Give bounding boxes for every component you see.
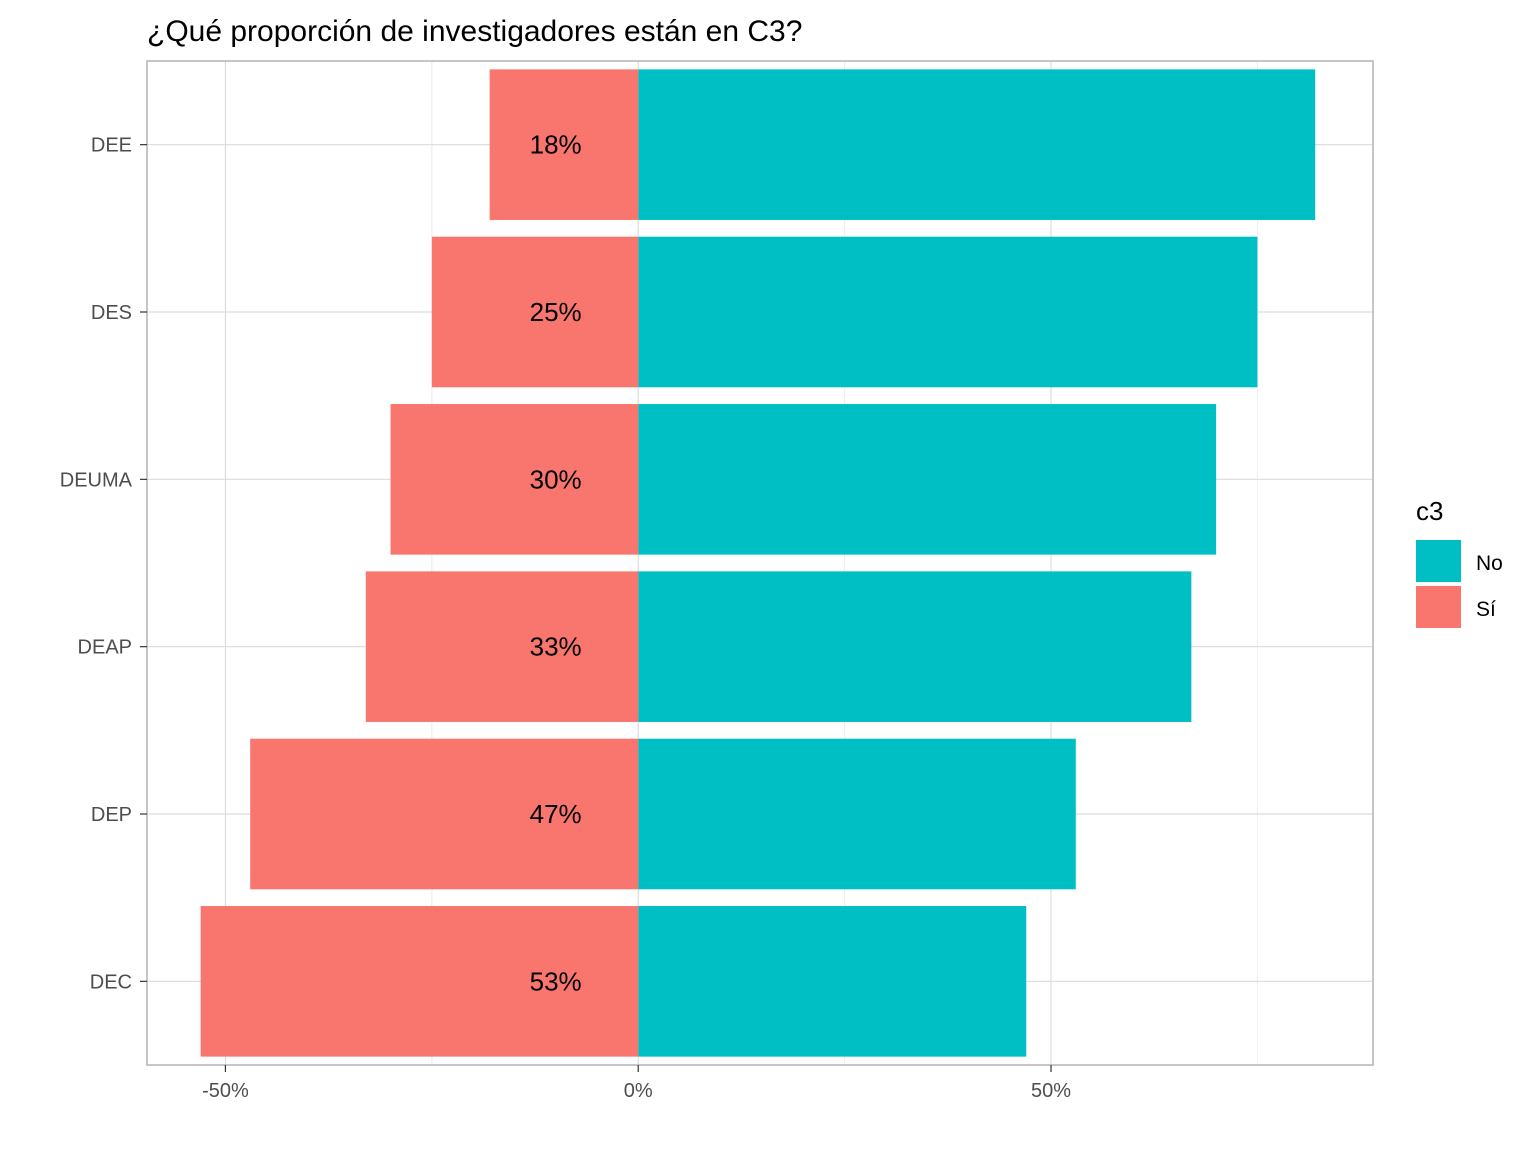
x-tick-label: 0%	[624, 1080, 653, 1102]
y-tick-label: DEE	[91, 135, 132, 157]
bar-sí-deuma	[390, 404, 639, 555]
bar-sí-deap	[365, 571, 639, 722]
bar-sí-dep	[250, 738, 639, 890]
legend-title: c3	[1416, 496, 1443, 526]
bar-value-labels: 18% 25% 30% 33% 47% 53%	[530, 130, 582, 997]
y-tick-label: DEC	[90, 971, 132, 993]
x-tick-label: -50%	[202, 1080, 249, 1102]
bar-sí-dee	[489, 69, 639, 220]
bar-no-dep	[638, 738, 1076, 890]
bar-value-label: 25%	[530, 297, 582, 327]
plot-bars	[200, 69, 1316, 1057]
y-tick-label: DEP	[91, 804, 132, 826]
x-tick-label: 50%	[1031, 1080, 1071, 1102]
plot-panel-border	[146, 60, 1374, 1066]
bar-no-des	[638, 236, 1258, 388]
bar-no-dec	[638, 906, 1027, 1057]
y-tick-label: DEAP	[78, 637, 132, 659]
legend-items: No Sí	[1416, 540, 1503, 628]
bar-value-label: 30%	[530, 464, 582, 494]
bar-value-label: 33%	[530, 632, 582, 662]
bar-value-label: 18%	[530, 130, 582, 160]
legend-swatch-sí	[1416, 586, 1461, 628]
bar-value-label: 47%	[530, 799, 582, 829]
legend-swatch-no	[1416, 540, 1461, 582]
bar-value-label: 53%	[530, 966, 582, 996]
y-tick-label: DEUMA	[60, 469, 133, 491]
x-axis: -50% 0% 50%	[202, 1065, 1071, 1102]
bar-sí-des	[431, 236, 639, 388]
bar-no-deap	[638, 571, 1192, 722]
y-tick-label: DES	[91, 302, 132, 324]
bar-no-deuma	[638, 404, 1217, 555]
legend: c3 No Sí	[1416, 496, 1503, 628]
legend-label: No	[1476, 552, 1503, 575]
chart-title: ¿Qué proporción de investigadores están …	[147, 15, 802, 48]
y-axis: DEE DES DEUMA DEAP DEP DEC	[60, 135, 147, 993]
bar-no-dee	[638, 69, 1316, 220]
bar-sí-dec	[200, 906, 639, 1057]
legend-label: Sí	[1476, 598, 1496, 621]
